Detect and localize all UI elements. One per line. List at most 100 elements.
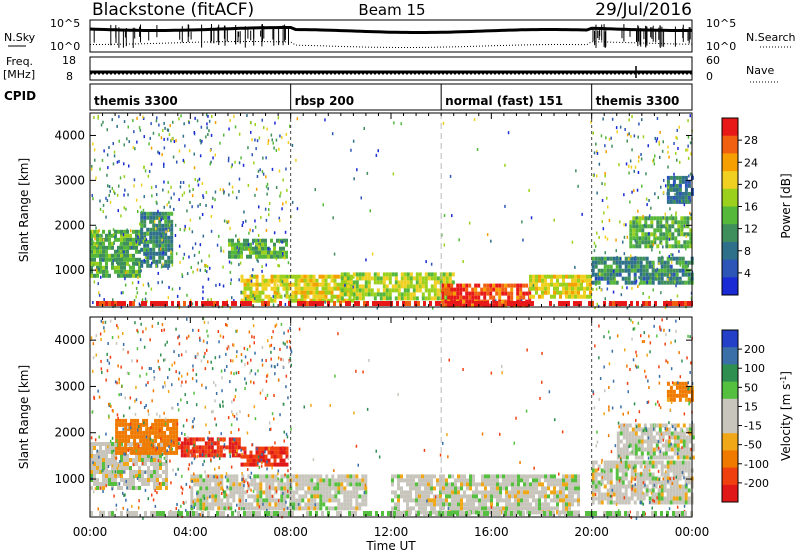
heatmap-cell xyxy=(391,284,395,289)
heatmap-cell xyxy=(633,484,637,489)
heatmap-groundscatter xyxy=(132,301,135,306)
heatmap-speckle xyxy=(206,126,208,130)
heatmap-cell xyxy=(120,458,123,462)
heatmap-cell xyxy=(285,278,289,283)
heatmap-cell xyxy=(322,502,326,507)
heatmap-cell xyxy=(439,502,442,507)
heatmap-cell xyxy=(226,498,230,503)
heatmap-cell xyxy=(565,290,568,295)
heatmap-cell xyxy=(535,502,538,507)
heatmap-cell xyxy=(672,500,676,505)
heatmap-cell xyxy=(193,502,197,507)
heatmap-cell xyxy=(120,229,123,234)
heatmap-cell xyxy=(619,447,623,452)
heatmap-cell xyxy=(445,502,448,507)
heatmap-cell xyxy=(127,434,131,439)
heatmap-speckle xyxy=(192,270,194,274)
heatmap-cell xyxy=(334,498,338,503)
heatmap-cell xyxy=(645,256,649,261)
heatmap-cell xyxy=(111,454,114,458)
heatmap-speckle xyxy=(210,360,212,364)
heatmap-cell xyxy=(650,224,654,229)
heatmap-cell xyxy=(675,280,679,285)
heatmap-cell xyxy=(96,269,99,274)
heatmap-cell xyxy=(439,478,442,483)
heatmap-cell xyxy=(394,296,398,301)
heatmap-speckle xyxy=(208,431,211,434)
heatmap-speckle xyxy=(170,139,172,143)
heatmap-cell xyxy=(571,482,574,487)
heatmap-speckle xyxy=(102,320,104,324)
heatmap-cell xyxy=(155,223,159,228)
cpid-segment-label: rbsp 200 xyxy=(295,94,354,108)
heatmap-cell xyxy=(619,451,623,456)
heatmap-cell xyxy=(153,486,156,490)
heatmap-speckle xyxy=(162,129,164,132)
heatmap-cell xyxy=(349,292,353,297)
heatmap-cell xyxy=(424,276,428,281)
heatmap-groundscatter xyxy=(504,301,507,306)
heatmap-cell xyxy=(349,482,353,487)
heatmap-cell xyxy=(397,498,400,503)
heatmap-cell xyxy=(105,458,108,462)
heatmap-cell xyxy=(594,472,598,477)
heatmap-cell xyxy=(669,464,673,469)
heatmap-speckle xyxy=(259,168,261,172)
heatmap-cell xyxy=(252,458,256,463)
heatmap-cell xyxy=(493,486,496,491)
heatmap-cell xyxy=(475,498,478,503)
heatmap-cell xyxy=(651,484,655,489)
heatmap-cell xyxy=(172,442,176,447)
heatmap-cell xyxy=(676,439,680,444)
heatmap-cell xyxy=(108,482,111,486)
heatmap-speckle xyxy=(197,204,199,208)
heatmap-cell xyxy=(234,437,238,442)
heatmap-cell xyxy=(504,291,508,296)
heatmap-cell xyxy=(591,500,595,505)
heatmap-cell xyxy=(343,502,347,507)
heatmap-cell xyxy=(472,510,475,515)
heatmap-cell xyxy=(102,245,105,250)
heatmap-cell xyxy=(535,282,538,287)
heatmap-cell xyxy=(511,502,514,507)
heatmap-cell xyxy=(143,239,147,244)
heatmap-cell xyxy=(175,434,179,439)
heatmap-cell xyxy=(217,482,221,487)
heatmap-cell xyxy=(406,288,410,293)
heatmap-cell xyxy=(547,274,550,279)
heatmap-cell xyxy=(628,423,632,428)
heatmap-cell xyxy=(291,298,295,303)
heatmap-cell xyxy=(307,482,311,487)
heatmap-speckle xyxy=(619,220,621,224)
heatmap-cell xyxy=(268,482,272,487)
heatmap-cell xyxy=(208,502,212,507)
heatmap-cell xyxy=(280,494,284,499)
heatmap-cell xyxy=(639,272,643,277)
heatmap-cell xyxy=(310,482,314,487)
heatmap-cell xyxy=(213,453,217,458)
heatmap-speckle xyxy=(197,183,200,187)
heatmap-cell xyxy=(445,280,449,285)
heatmap-speckle xyxy=(241,224,244,227)
heatmap-cell xyxy=(294,278,298,283)
heatmap-speckle xyxy=(630,165,633,169)
heatmap-cell xyxy=(646,443,650,448)
heatmap-cell xyxy=(355,506,359,511)
heatmap-cell xyxy=(678,397,682,402)
heatmap-cell xyxy=(685,451,689,456)
heatmap-cell xyxy=(671,236,675,241)
heatmap-cell xyxy=(124,442,128,447)
heatmap-speckle xyxy=(685,196,687,200)
heatmap-cell xyxy=(361,498,365,503)
heatmap-cell xyxy=(121,430,125,435)
heatmap-cell xyxy=(406,292,410,297)
heatmap-cell xyxy=(99,253,102,258)
heatmap-speckle xyxy=(198,177,201,181)
heatmap-cell xyxy=(199,474,203,479)
heatmap-cell xyxy=(105,249,108,254)
heatmap-cell xyxy=(151,422,155,427)
heatmap-speckle xyxy=(596,440,599,444)
heatmap-cell xyxy=(684,191,688,196)
heatmap-speckle xyxy=(200,359,203,363)
heatmap-cell xyxy=(663,488,667,493)
